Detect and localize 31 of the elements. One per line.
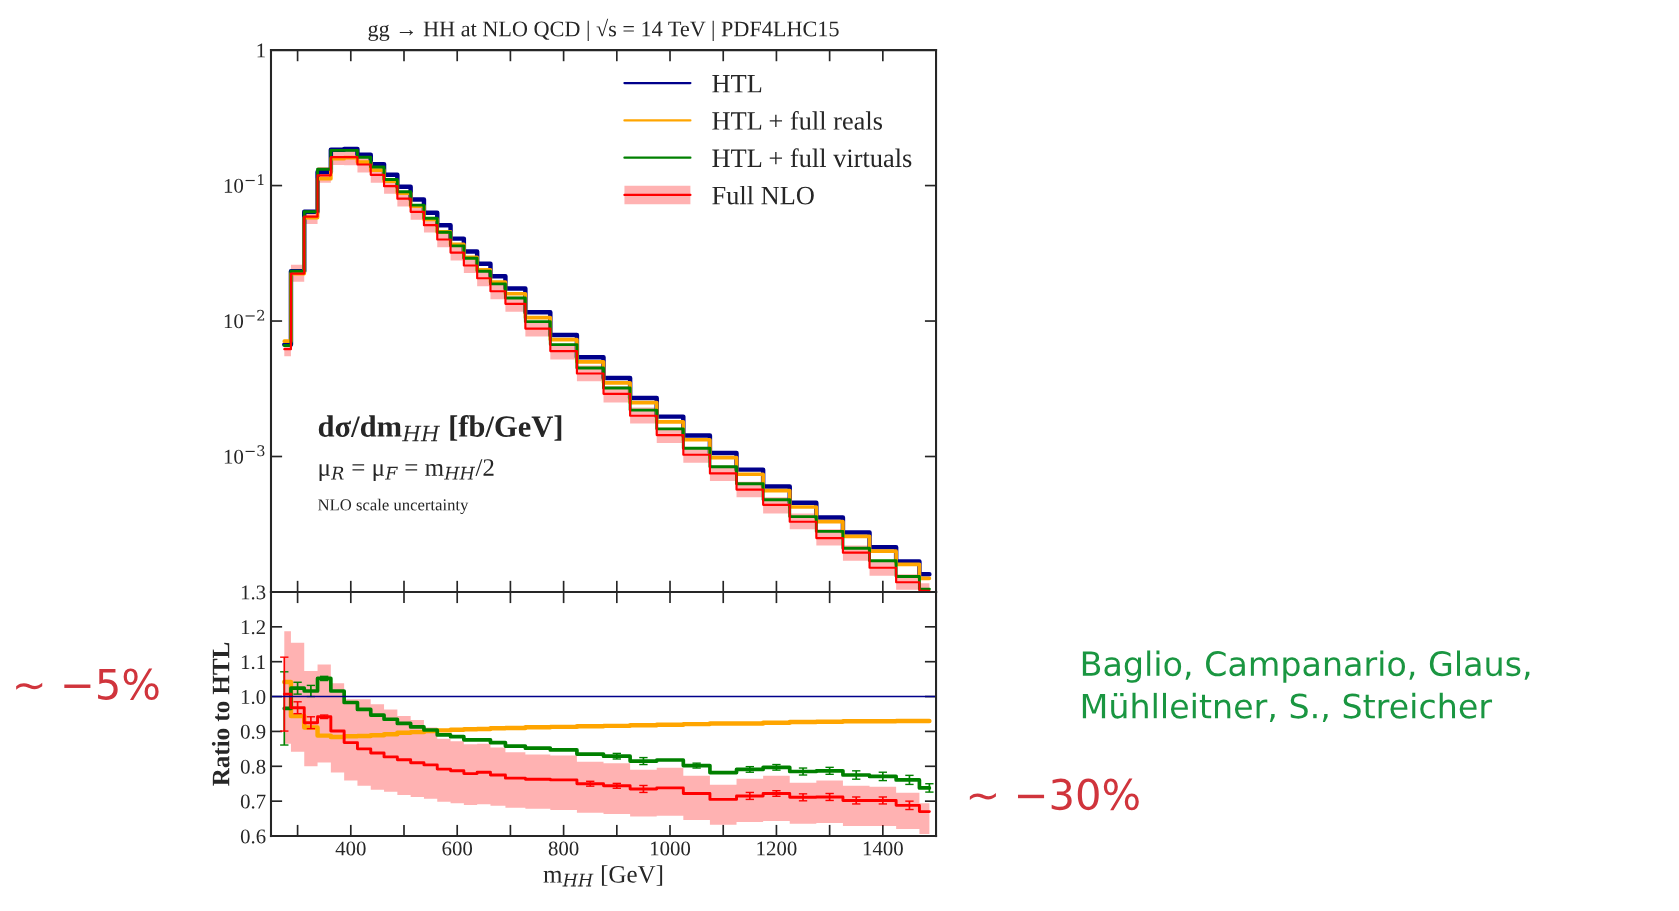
y-tick-label: 0.7 (240, 794, 266, 809)
x-tick-label: 1000 (651, 841, 691, 856)
y-tick-label: 0.6 (240, 829, 266, 844)
annotation: dσ/dm$_{HH}$ [fb/GeV] (318, 415, 562, 442)
text: ∼ −30% (969, 778, 1139, 811)
y-tick-label: 1.1 (241, 655, 265, 670)
y-tick-label: 1.0 (241, 689, 266, 705)
y-tick-label: 10$^{−2}$ (224, 309, 265, 329)
x-tick-label: 600 (442, 841, 473, 856)
x-tick-label: 400 (335, 841, 366, 856)
x-tick-label: 1200 (757, 841, 797, 856)
legend-label: Full NLO (712, 185, 814, 205)
annotation: NLO scale uncertainty (318, 498, 469, 514)
legend-label: HTL + full virtuals (712, 148, 912, 168)
annotation: μ$_{R}$ = μ$_{F}$ = m$_{HH}$/2 (319, 459, 494, 482)
legend-label: HTL + full reals (712, 111, 882, 130)
y-tick-label: 10$^{−1}$ (224, 174, 264, 193)
x-axis-title: m$_{HH}$ [GeV] (543, 865, 663, 887)
text: ∼ −5% (16, 668, 159, 700)
y-tick-label: 1 (257, 43, 265, 58)
chart-title: gg → HH at NLO QCD | √s = 14 TeV | PDF4LHC15 (368, 18, 839, 42)
y-tick-label: 1.2 (241, 620, 265, 635)
text: Baglio, Campanario, Glaus, Mühlleitner, S., Streicher (1082, 650, 1530, 723)
x-tick-label: 800 (548, 841, 579, 856)
y-tick-label: 0.9 (240, 724, 266, 739)
y-tick-label: 0.8 (240, 759, 266, 774)
x-tick-label: 1400 (863, 841, 903, 856)
legend-label: HTL (712, 75, 762, 93)
y-axis-title: Ratio to HTL (211, 642, 230, 786)
y-tick-label: 1.3 (241, 585, 266, 600)
y-tick-label: 10$^{−3}$ (224, 445, 265, 464)
